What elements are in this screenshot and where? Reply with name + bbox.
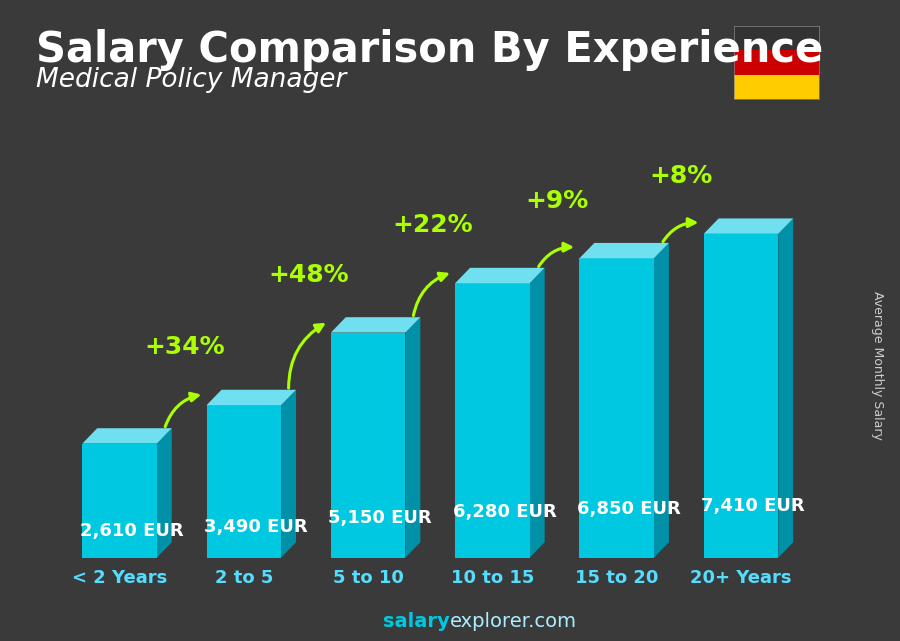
- Polygon shape: [331, 333, 405, 558]
- Text: +48%: +48%: [268, 263, 349, 287]
- Polygon shape: [654, 243, 669, 558]
- Polygon shape: [82, 428, 172, 444]
- Polygon shape: [281, 390, 296, 558]
- Text: +34%: +34%: [144, 335, 224, 360]
- Polygon shape: [455, 283, 530, 558]
- Text: 5,150 EUR: 5,150 EUR: [328, 509, 432, 527]
- Text: 7,410 EUR: 7,410 EUR: [701, 497, 805, 515]
- Polygon shape: [331, 317, 420, 333]
- Text: 3,490 EUR: 3,490 EUR: [204, 518, 308, 536]
- Text: Salary Comparison By Experience: Salary Comparison By Experience: [36, 29, 824, 71]
- Text: 6,850 EUR: 6,850 EUR: [577, 500, 680, 518]
- Bar: [734, 50, 819, 75]
- Text: salary: salary: [383, 612, 450, 631]
- Polygon shape: [157, 428, 172, 558]
- Text: +22%: +22%: [392, 213, 473, 237]
- Text: +9%: +9%: [526, 188, 589, 213]
- Text: Average Monthly Salary: Average Monthly Salary: [871, 291, 884, 440]
- Bar: [734, 75, 819, 99]
- Polygon shape: [704, 219, 793, 234]
- Text: 6,280 EUR: 6,280 EUR: [453, 503, 556, 521]
- Polygon shape: [704, 234, 778, 558]
- Polygon shape: [82, 444, 157, 558]
- Text: Medical Policy Manager: Medical Policy Manager: [36, 67, 346, 94]
- Polygon shape: [455, 268, 544, 283]
- Polygon shape: [405, 317, 420, 558]
- Text: +8%: +8%: [650, 164, 713, 188]
- Polygon shape: [207, 405, 281, 558]
- Text: explorer.com: explorer.com: [450, 612, 577, 631]
- Polygon shape: [207, 390, 296, 405]
- Text: 2,610 EUR: 2,610 EUR: [80, 522, 184, 540]
- Polygon shape: [580, 243, 669, 258]
- Polygon shape: [580, 258, 654, 558]
- Bar: [734, 26, 819, 50]
- Polygon shape: [530, 268, 544, 558]
- Polygon shape: [778, 219, 793, 558]
